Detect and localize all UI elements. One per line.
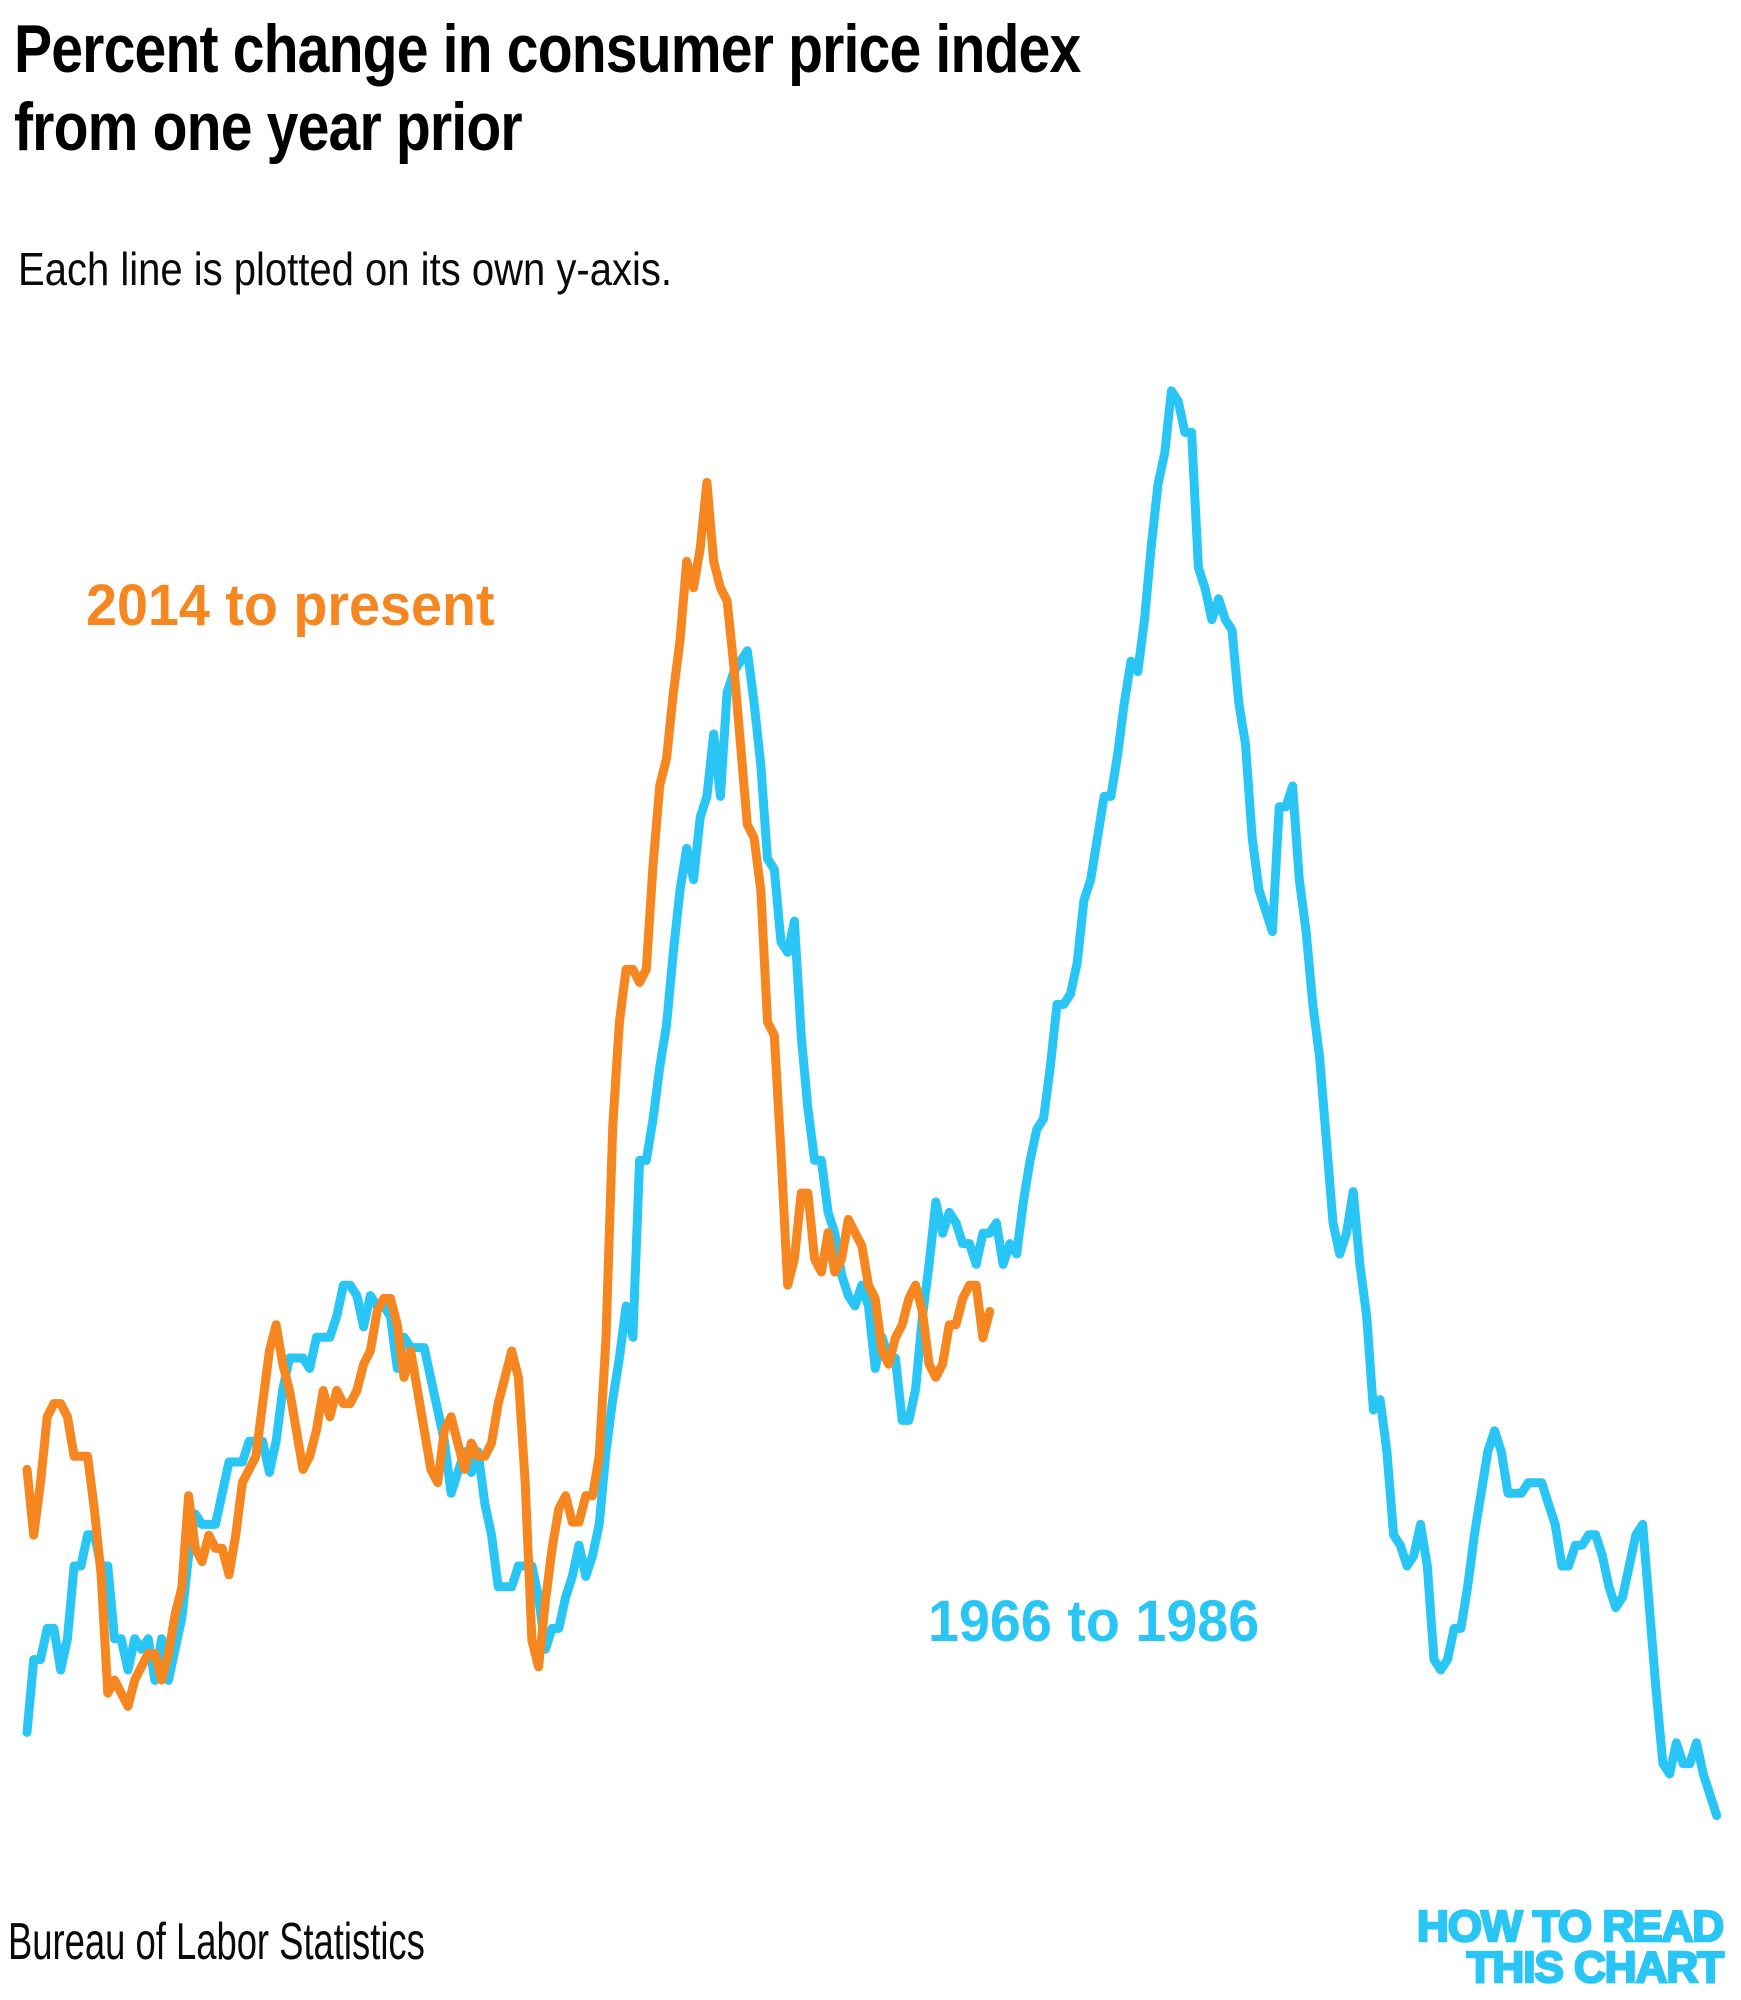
page-title: Percent change in consumer price index f…: [14, 10, 1081, 166]
line-present: [22, 477, 995, 1711]
logo-line2: THIS CHART: [1465, 1943, 1725, 1992]
series-label-2014-to-present: 2014 to present: [86, 573, 495, 638]
page-title-line2: from one year prior: [14, 89, 523, 165]
how-to-read-this-chart-logo: HOW TO READ THIS CHART: [1416, 1902, 1725, 1992]
page-title-line1: Percent change in consumer price index: [14, 11, 1081, 87]
chart-subtitle: Each line is plotted on its own y-axis.: [18, 243, 672, 295]
source-credit: Bureau of Labor Statistics: [8, 1913, 425, 1971]
series-label-1966-to-1986: 1966 to 1986: [928, 1589, 1260, 1654]
logo-line1: HOW TO READ: [1416, 1902, 1725, 1951]
line-past: [22, 386, 1722, 1821]
